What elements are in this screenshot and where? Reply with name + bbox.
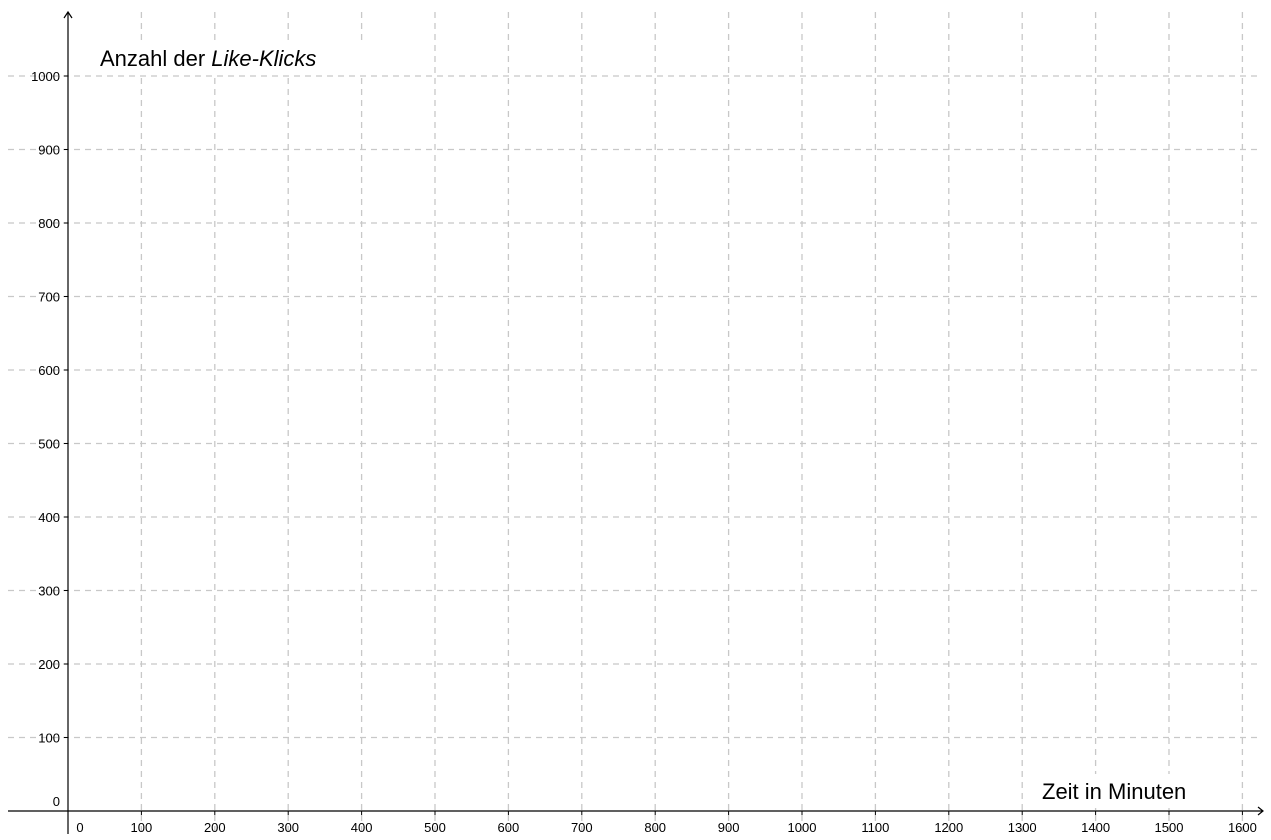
x-tick-label-1500: 1500: [1155, 820, 1184, 835]
x-tick-label-1300: 1300: [1008, 820, 1037, 835]
y-tick-label-400: 400: [38, 510, 60, 525]
x-tick-label-300: 300: [277, 820, 299, 835]
x-axis-label: Zeit in Minuten: [1024, 774, 1238, 808]
y-tick-label-800: 800: [38, 216, 60, 231]
y-axis-label-main: Anzahl der: [100, 46, 211, 71]
x-tick-label-1200: 1200: [934, 820, 963, 835]
y-tick-label-0: 0: [53, 794, 60, 809]
y-tick-label-100: 100: [38, 731, 60, 746]
x-tick-label-400: 400: [351, 820, 373, 835]
x-tick-label-200: 200: [204, 820, 226, 835]
x-axis: 0 100 200 300 400 500 600 700 800 900 1000 1100 1200…: [8, 806, 1264, 835]
x-tick-label-100: 100: [131, 820, 153, 835]
x-axis-label-text: Zeit in Minuten: [1042, 779, 1186, 804]
horizontal-gridlines: [8, 75, 1262, 739]
x-tick-label-1400: 1400: [1081, 820, 1110, 835]
y-tick-label-300: 300: [38, 584, 60, 599]
y-tick-label-1000: 1000: [31, 69, 60, 84]
x-tick-label-600: 600: [498, 820, 520, 835]
y-tick-label-900: 900: [38, 143, 60, 158]
x-tick-label-700: 700: [571, 820, 593, 835]
x-tick-label-1100: 1100: [861, 820, 889, 835]
x-tick-label-800: 800: [644, 820, 666, 835]
vertical-gridlines: [140, 12, 1244, 834]
y-axis-label: Anzahl der Like-Klicks: [98, 42, 370, 74]
x-tick-label-500: 500: [424, 820, 446, 835]
x-tick-label-0: 0: [76, 820, 83, 835]
y-tick-label-700: 700: [38, 290, 60, 305]
y-axis-label-emphasis: Like-Klicks: [211, 46, 316, 71]
y-tick-label-600: 600: [38, 363, 60, 378]
y-tick-label-200: 200: [38, 657, 60, 672]
x-tick-label-1600: 1600: [1228, 820, 1257, 835]
svg-text:Anzahl der Like-Klicks: Anzahl der Like-Klicks: [100, 46, 316, 71]
x-tick-label-1000: 1000: [788, 820, 817, 835]
x-tick-label-900: 900: [718, 820, 740, 835]
y-tick-label-500: 500: [38, 437, 60, 452]
y-axis: 0 100 200 300 400 500 600 700 800 900 1000: [31, 10, 73, 834]
